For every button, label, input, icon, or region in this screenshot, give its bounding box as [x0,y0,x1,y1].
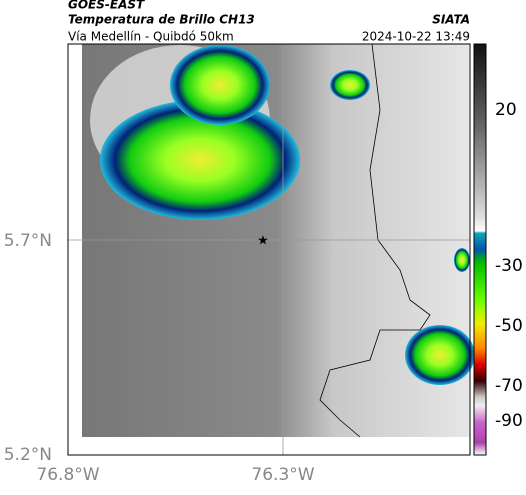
timestamp: 2024-10-22 13:49 [362,30,470,44]
title: Temperatura de Brillo CH13 [68,13,255,27]
source: GOES-EAST [68,0,145,12]
svg-text:★: ★ [257,234,269,249]
subtitle: Vía Medellín - Quibdó 50km [68,30,234,44]
colorbar-label: -90 [495,411,523,431]
map-imagery: ★ [67,43,475,456]
agency: SIATA [432,13,470,27]
colorbar-label: -30 [495,256,523,276]
colorbar-label: -70 [495,376,523,396]
colorbar-label: 20 [495,100,517,120]
lon-label: 76.8°W [36,465,99,485]
colorbar-label: -50 [495,316,523,336]
axis-labels: 5.7°N 5.2°N 76.8°W 76.3°W [4,231,315,485]
lat-label: 5.7°N [4,231,52,251]
lat-label: 5.2°N [4,445,52,465]
colorbar: 20 -30 -50 -70 -90 [473,43,523,456]
lon-label: 76.3°W [251,465,314,485]
header: GOES-EAST Temperatura de Brillo CH13 Vía… [68,0,470,44]
